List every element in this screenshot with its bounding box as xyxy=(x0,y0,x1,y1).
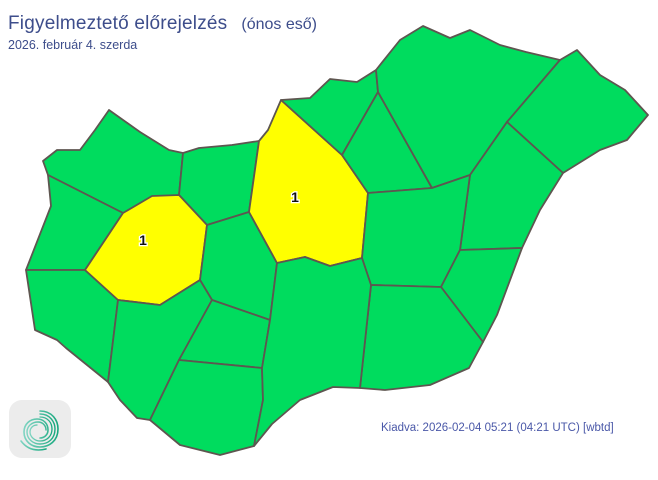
county-bacs-kiskun[interactable] xyxy=(253,256,372,447)
logo-tile xyxy=(9,400,71,458)
county-bekes[interactable] xyxy=(440,247,523,343)
forecast-date: 2026. február 4. szerda xyxy=(8,38,138,52)
page-title: Figyelmeztető előrejelzés xyxy=(8,13,228,34)
hazard-type-label: (ónos eső) xyxy=(241,16,317,33)
hungaromet-logo xyxy=(9,400,71,458)
warning-level-label: 1 xyxy=(139,232,147,248)
spiral-icon xyxy=(20,410,59,451)
issued-timestamp: Kiadva: 2026-02-04 05:21 (04:21 UTC) [wb… xyxy=(381,422,614,434)
warning-level-label: 1 xyxy=(291,189,299,205)
header: Figyelmeztető előrejelzés (ónos eső) 202… xyxy=(8,13,317,52)
